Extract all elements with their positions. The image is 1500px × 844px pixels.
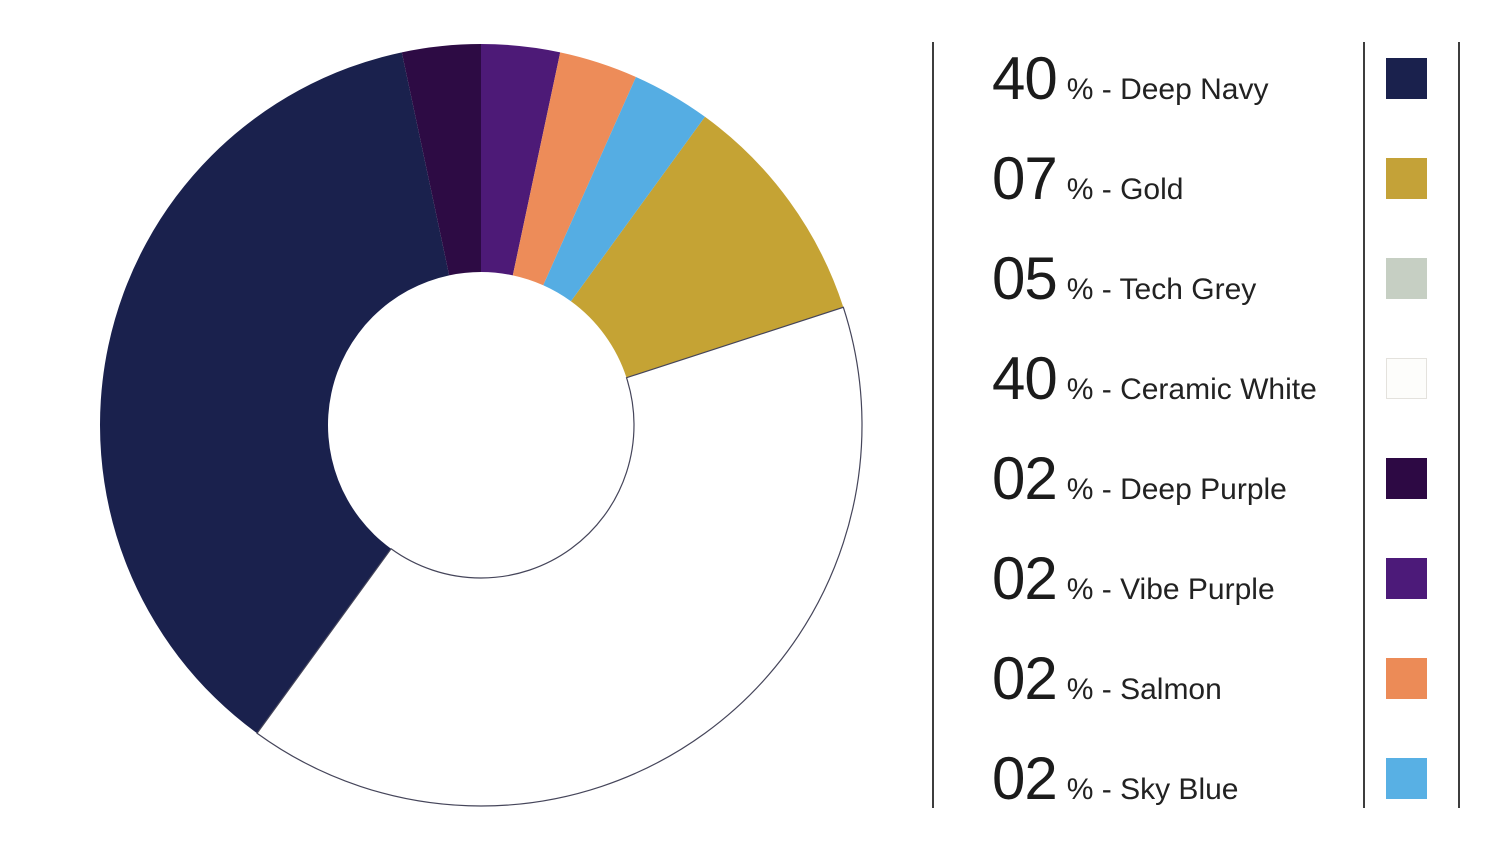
legend-percent-ceramic-white: 40 — [992, 345, 1058, 412]
legend-label-gold: % - Gold — [1066, 173, 1184, 206]
legend-left-divider — [932, 42, 934, 808]
legend-label-sky-blue: % - Sky Blue — [1066, 773, 1239, 806]
slice-ceramic-white — [256, 306, 863, 807]
legend-row-deep-navy: 40% - Deep Navy — [992, 49, 1352, 109]
slice-salmon — [512, 52, 636, 286]
legend-percent-gold: 07 — [992, 145, 1058, 212]
legend-row-tech-grey: 05% - Tech Grey — [992, 249, 1352, 309]
slice-deep-purple — [401, 44, 481, 276]
legend-right-divider — [1458, 42, 1460, 808]
legend-swatch-ceramic-white — [1386, 358, 1427, 399]
legend-label-vibe-purple: % - Vibe Purple — [1066, 573, 1275, 606]
legend-swatch-sky-blue — [1386, 758, 1427, 799]
legend-swatch-deep-purple — [1386, 458, 1427, 499]
legend-swatch-deep-navy — [1386, 58, 1427, 99]
legend-swatch-salmon — [1386, 658, 1427, 699]
legend-swatch-gold — [1386, 158, 1427, 199]
legend-swatch-tech-grey — [1386, 258, 1427, 299]
legend-swatch-vibe-purple — [1386, 558, 1427, 599]
legend-row-ceramic-white: 40% - Ceramic White — [992, 349, 1352, 409]
legend-label-salmon: % - Salmon — [1066, 673, 1222, 706]
slice-gold — [570, 116, 844, 378]
legend-percent-deep-purple: 02 — [992, 445, 1058, 512]
legend-row-gold: 07% - Gold — [992, 149, 1352, 209]
legend-label-ceramic-white: % - Ceramic White — [1066, 373, 1317, 406]
legend-label-deep-purple: % - Deep Purple — [1066, 473, 1287, 506]
slice-deep-navy — [99, 52, 450, 734]
legend-label-tech-grey: % - Tech Grey — [1066, 273, 1257, 306]
legend-label-deep-navy: % - Deep Navy — [1066, 73, 1269, 106]
legend-percent-salmon: 02 — [992, 645, 1058, 712]
legend-percent-tech-grey: 05 — [992, 245, 1058, 312]
legend-percent-sky-blue: 02 — [992, 745, 1058, 812]
legend-row-vibe-purple: 02% - Vibe Purple — [992, 549, 1352, 609]
slice-sky-blue — [543, 76, 705, 302]
legend-row-salmon: 02% - Salmon — [992, 649, 1352, 709]
legend-middle-divider — [1363, 42, 1365, 808]
legend-row-deep-purple: 02% - Deep Purple — [992, 449, 1352, 509]
slice-vibe-purple — [481, 44, 561, 276]
legend-percent-vibe-purple: 02 — [992, 545, 1058, 612]
legend-row-sky-blue: 02% - Sky Blue — [992, 749, 1352, 809]
legend-percent-deep-navy: 40 — [992, 45, 1058, 112]
